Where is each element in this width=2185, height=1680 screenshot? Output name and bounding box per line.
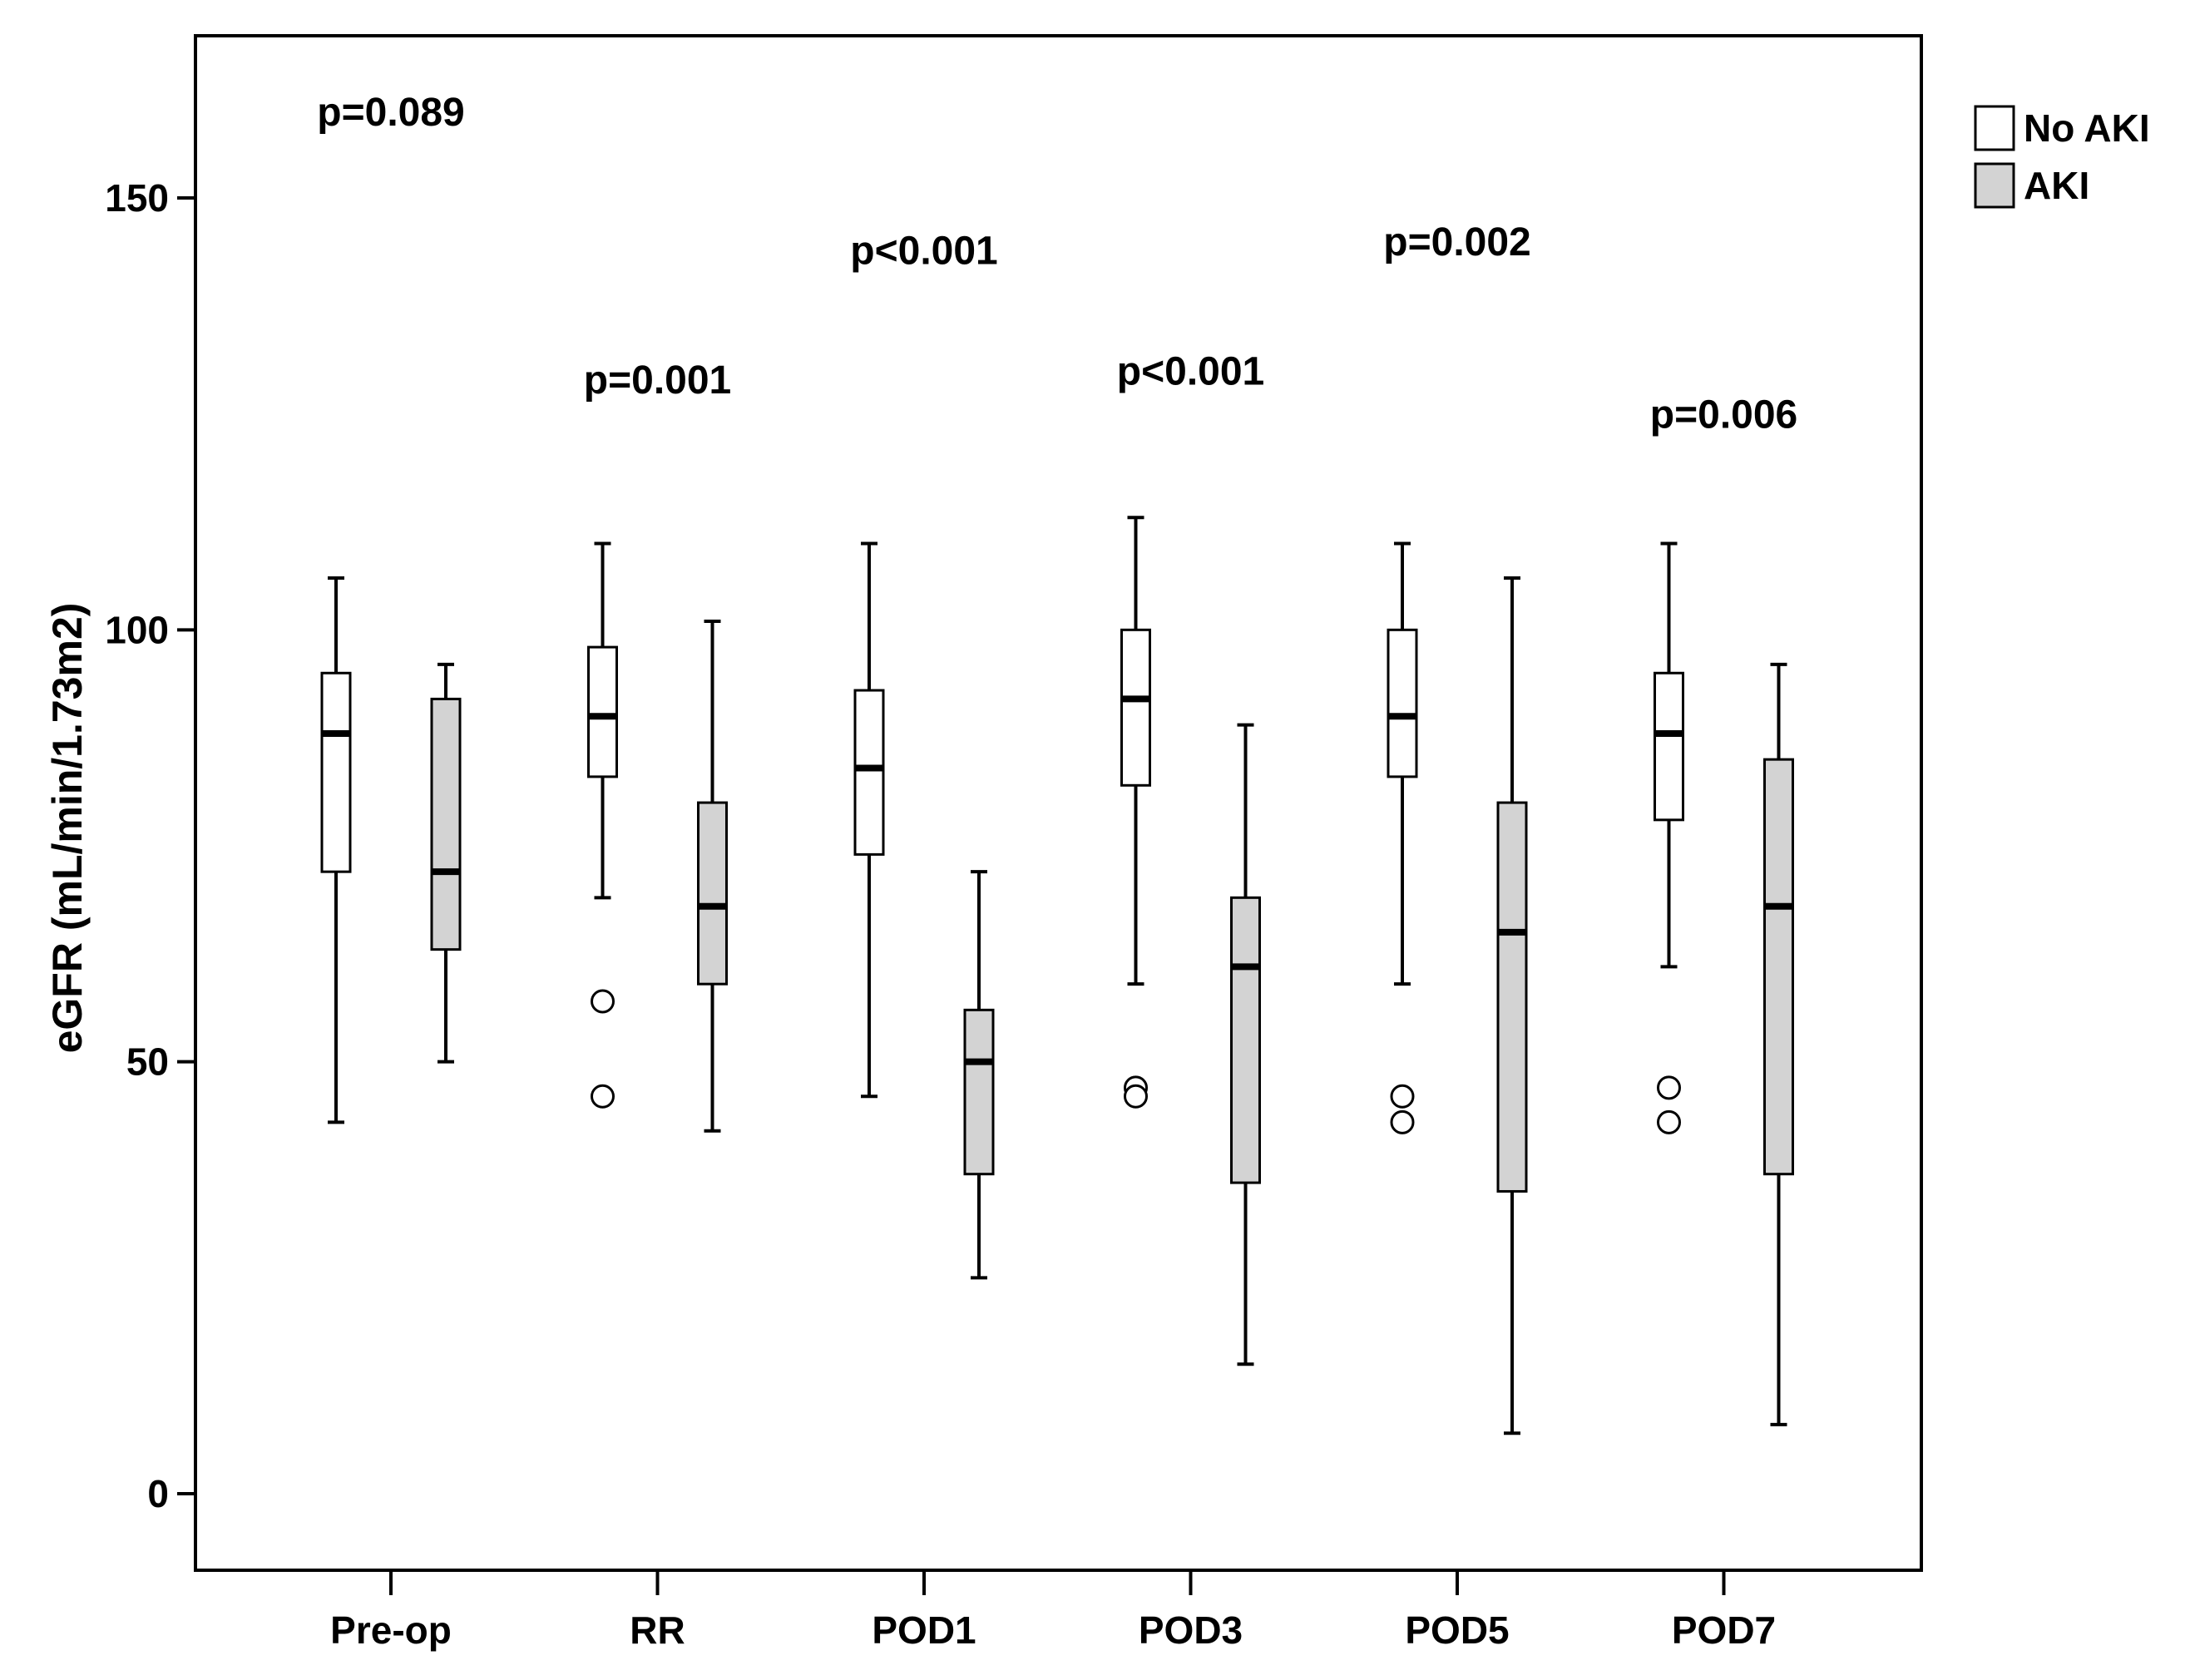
outlier-point <box>1657 1075 1681 1100</box>
legend-swatch-aki <box>1974 162 2015 209</box>
y-tick-label-50: 50 <box>126 1040 169 1084</box>
box-aki-pod7 <box>1763 662 1794 1426</box>
iqr-box <box>853 689 885 856</box>
iqr-box <box>697 801 728 986</box>
box-aki-pre-op <box>430 662 462 1064</box>
x-tick-label-pod5: POD5 <box>1405 1608 1509 1652</box>
y-axis: 0 50 100 150 <box>105 176 195 1515</box>
outlier-point <box>1390 1084 1415 1109</box>
legend-swatch-no-aki <box>1974 105 2015 151</box>
p-value-pod3: p<0.001 <box>1117 350 1264 394</box>
p-value-pre-op: p=0.089 <box>317 91 464 135</box>
iqr-box <box>1120 628 1151 787</box>
x-axis: Pre-op RR POD1 POD3 POD5 POD7 <box>330 1570 1776 1652</box>
p-value-pod7: p=0.006 <box>1650 393 1797 437</box>
box-no-aki-pod3 <box>1120 516 1151 1109</box>
box-aki-pod3 <box>1230 723 1261 1366</box>
iqr-box <box>587 645 618 778</box>
iqr-box <box>1387 628 1418 778</box>
iqr-box <box>963 1008 995 1176</box>
box-no-aki-rr <box>587 541 618 1109</box>
iqr-box <box>1654 671 1684 822</box>
x-tick-label-pre-op: Pre-op <box>330 1608 452 1652</box>
legend-label-no-aki: No AKI <box>2024 106 2150 150</box>
y-tick-label-150: 150 <box>105 176 169 220</box>
x-tick-label-pod7: POD7 <box>1672 1608 1776 1652</box>
outlier-point <box>1124 1084 1148 1109</box>
iqr-box <box>1230 896 1261 1184</box>
iqr-box <box>430 697 462 951</box>
p-value-rr: p=0.001 <box>584 358 731 403</box>
legend: No AKI AKI <box>1974 105 2150 209</box>
box-aki-pod1 <box>963 870 995 1280</box>
p-value-pod5: p=0.002 <box>1383 220 1530 264</box>
y-axis-label: eGFR (mL/min/1.73m2) <box>44 603 91 1054</box>
box-aki-rr <box>697 619 728 1133</box>
x-tick-label-pod1: POD1 <box>872 1608 976 1652</box>
p-value-annotations: p=0.089 p=0.001 p<0.001 p<0.001 p=0.002 p=0.0… <box>317 91 1797 437</box>
outlier-point <box>1657 1109 1681 1134</box>
iqr-box <box>320 671 352 873</box>
outlier-point <box>591 989 615 1014</box>
y-tick-label-0: 0 <box>147 1472 169 1515</box>
box-series <box>320 516 1794 1435</box>
outlier-point <box>591 1084 615 1109</box>
plot-frame <box>194 34 1923 1572</box>
box-no-aki-pod7 <box>1654 541 1684 1134</box>
x-tick-label-rr: RR <box>630 1608 685 1652</box>
x-tick-label-pod3: POD3 <box>1139 1608 1243 1652</box>
legend-label-aki: AKI <box>2024 164 2089 207</box>
box-no-aki-pod1 <box>853 541 885 1099</box>
iqr-box <box>1763 758 1794 1176</box>
iqr-box <box>1496 801 1528 1193</box>
outlier-point <box>1390 1109 1415 1134</box>
y-tick-label-100: 100 <box>105 608 169 651</box>
p-value-pod1: p<0.001 <box>850 229 997 273</box>
box-aki-pod5 <box>1496 576 1528 1435</box>
box-no-aki-pre-op <box>320 576 352 1124</box>
box-no-aki-pod5 <box>1387 541 1418 1134</box>
